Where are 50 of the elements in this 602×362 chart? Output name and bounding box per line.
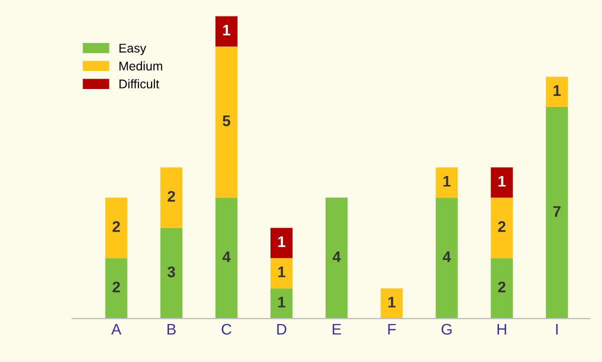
bar bbox=[270, 258, 293, 288]
data-label: 4 bbox=[222, 252, 231, 262]
data-label: 5 bbox=[222, 116, 230, 126]
data-label: 4 bbox=[442, 252, 451, 262]
bar bbox=[270, 288, 293, 319]
data-label: 1 bbox=[443, 176, 451, 186]
x-tick-label: B bbox=[168, 324, 176, 334]
bar bbox=[380, 288, 403, 319]
data-label: 2 bbox=[112, 282, 120, 292]
bar bbox=[546, 76, 568, 107]
x-tick-label: I bbox=[556, 324, 558, 334]
data-label: 1 bbox=[278, 266, 286, 278]
data-label: 1 bbox=[278, 296, 286, 308]
data-label: 1 bbox=[388, 296, 396, 308]
legend-label: Difficult bbox=[120, 79, 160, 88]
data-label: 1 bbox=[223, 24, 230, 36]
data-label: 2 bbox=[112, 221, 120, 232]
x-tick-label: H bbox=[498, 324, 506, 334]
bar bbox=[326, 198, 348, 319]
data-label: 7 bbox=[553, 206, 560, 217]
x-tick-label: G bbox=[442, 324, 452, 335]
x-tick-label: E bbox=[332, 324, 342, 334]
legend-label: Easy bbox=[120, 44, 146, 56]
bar bbox=[436, 198, 458, 319]
data-label: 1 bbox=[498, 176, 506, 186]
x-tick-label: D bbox=[277, 324, 286, 334]
data-label: 4 bbox=[332, 252, 341, 262]
bar bbox=[105, 198, 128, 258]
bar bbox=[490, 167, 513, 198]
x-tick-label: A bbox=[111, 324, 122, 334]
bar bbox=[215, 46, 238, 198]
legend-label: Medium bbox=[120, 61, 162, 70]
bar bbox=[490, 258, 513, 319]
bar bbox=[490, 198, 513, 258]
data-label: 2 bbox=[498, 221, 506, 232]
data-label: 2 bbox=[168, 190, 176, 202]
data-label: 2 bbox=[498, 282, 506, 292]
bar bbox=[436, 167, 458, 198]
bar bbox=[215, 198, 238, 319]
data-label: 1 bbox=[278, 236, 286, 247]
bar bbox=[160, 167, 182, 228]
data-label: 1 bbox=[554, 85, 561, 96]
bar bbox=[215, 16, 238, 47]
bar bbox=[546, 106, 568, 319]
x-tick-label: C bbox=[222, 324, 232, 335]
data-label: 3 bbox=[167, 266, 176, 278]
x-tick-label: F bbox=[388, 324, 396, 334]
bar bbox=[105, 258, 128, 319]
bar bbox=[160, 228, 182, 319]
bar bbox=[270, 228, 293, 258]
